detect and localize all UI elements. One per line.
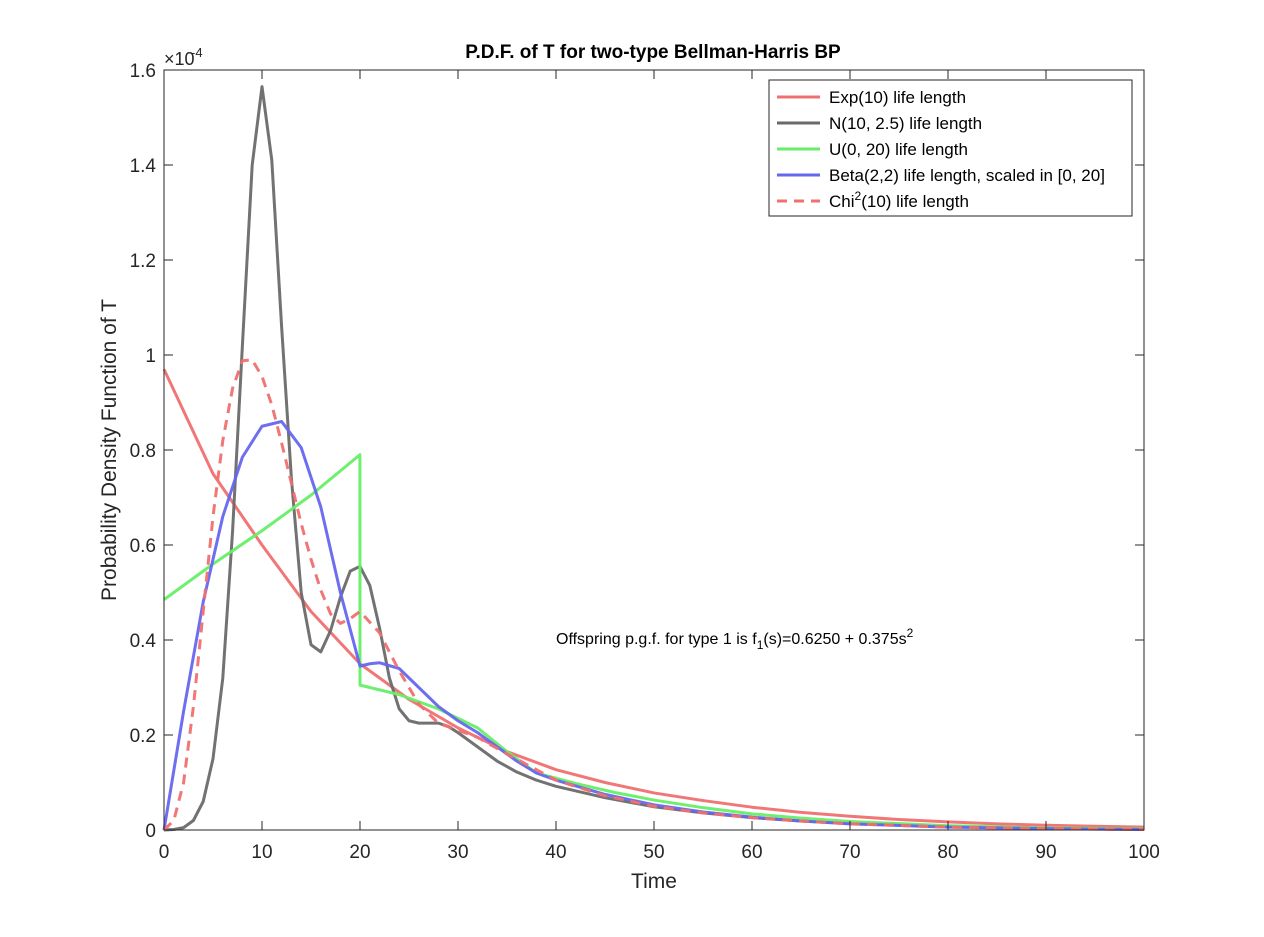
y-axis-exponent: ×10 -4 bbox=[164, 45, 203, 69]
legend-label-text: Exp(10) life length bbox=[829, 88, 966, 107]
legend-box bbox=[768, 79, 1133, 217]
offspring-pgf-annotation: Offspring p.g.f. for type 1 is f1(s)=0.6… bbox=[556, 626, 914, 652]
legend: Exp(10) life length N(10, 2.5) life lengt… bbox=[768, 79, 1133, 217]
y-tick-label: 1.4 bbox=[130, 156, 157, 177]
x-tick-label: 70 bbox=[839, 842, 860, 863]
legend-label-5: Chi2(10) life length bbox=[829, 189, 969, 211]
y-tick-label: 0.6 bbox=[130, 536, 156, 557]
y-axis-exponent-base: ×10 bbox=[164, 49, 195, 69]
legend-label-text: Beta(2,2) life length, scaled in [0, 20] bbox=[829, 166, 1105, 185]
annotation-middle: (s)=0.6250 + 0.375s bbox=[763, 631, 906, 648]
chart-title: P.D.F. of T for two-type Bellman-Harris … bbox=[465, 42, 841, 63]
y-tick-label: 0.2 bbox=[130, 726, 156, 747]
annotation-superscript: 2 bbox=[907, 626, 914, 640]
y-tick-label: 1.2 bbox=[130, 251, 156, 272]
plot-lines bbox=[162, 85, 1145, 832]
annotation-prefix: Offspring p.g.f. for type 1 is f bbox=[556, 631, 757, 648]
legend-label-text: N(10, 2.5) life length bbox=[829, 114, 982, 133]
legend-label-text: (10) life length bbox=[861, 192, 969, 211]
series-line-1 bbox=[162, 368, 1145, 829]
y-tick-label: 0 bbox=[145, 821, 156, 842]
y-axis: 0 0.2 0.4 0.6 0.8 1 1.2 1.4 1.6 bbox=[130, 61, 1144, 842]
x-tick-label: 0 bbox=[159, 842, 170, 863]
x-axis: 0 10 20 30 40 50 60 70 80 90 100 bbox=[159, 70, 1160, 863]
legend-label-2: N(10, 2.5) life length bbox=[829, 114, 982, 133]
x-tick-label: 30 bbox=[447, 842, 468, 863]
y-tick-label: 1.6 bbox=[130, 61, 156, 82]
x-tick-label: 10 bbox=[251, 842, 272, 863]
legend-label-superscript: 2 bbox=[855, 189, 862, 203]
legend-label-text: U(0, 20) life length bbox=[829, 140, 968, 159]
legend-label-4: Beta(2,2) life length, scaled in [0, 20] bbox=[829, 166, 1105, 185]
annotation-subscript: 1 bbox=[757, 638, 764, 652]
x-tick-label: 50 bbox=[643, 842, 664, 863]
legend-label-3: U(0, 20) life length bbox=[829, 140, 968, 159]
x-tick-label: 20 bbox=[349, 842, 370, 863]
y-axis-exponent-power: -4 bbox=[191, 45, 203, 60]
y-tick-label: 1 bbox=[145, 346, 156, 367]
y-axis-label: Probability Density Function of T bbox=[98, 299, 121, 601]
x-axis-label: Time bbox=[631, 870, 677, 893]
legend-label-1: Exp(10) life length bbox=[829, 88, 966, 107]
y-tick-label: 0.4 bbox=[130, 631, 157, 652]
y-tick-label: 0.8 bbox=[130, 441, 156, 462]
x-tick-label: 60 bbox=[741, 842, 762, 863]
x-tick-label: 40 bbox=[545, 842, 566, 863]
legend-label-text: Chi bbox=[829, 192, 855, 211]
x-tick-label: 80 bbox=[937, 842, 958, 863]
x-tick-label: 90 bbox=[1035, 842, 1056, 863]
x-tick-label: 100 bbox=[1128, 842, 1160, 863]
